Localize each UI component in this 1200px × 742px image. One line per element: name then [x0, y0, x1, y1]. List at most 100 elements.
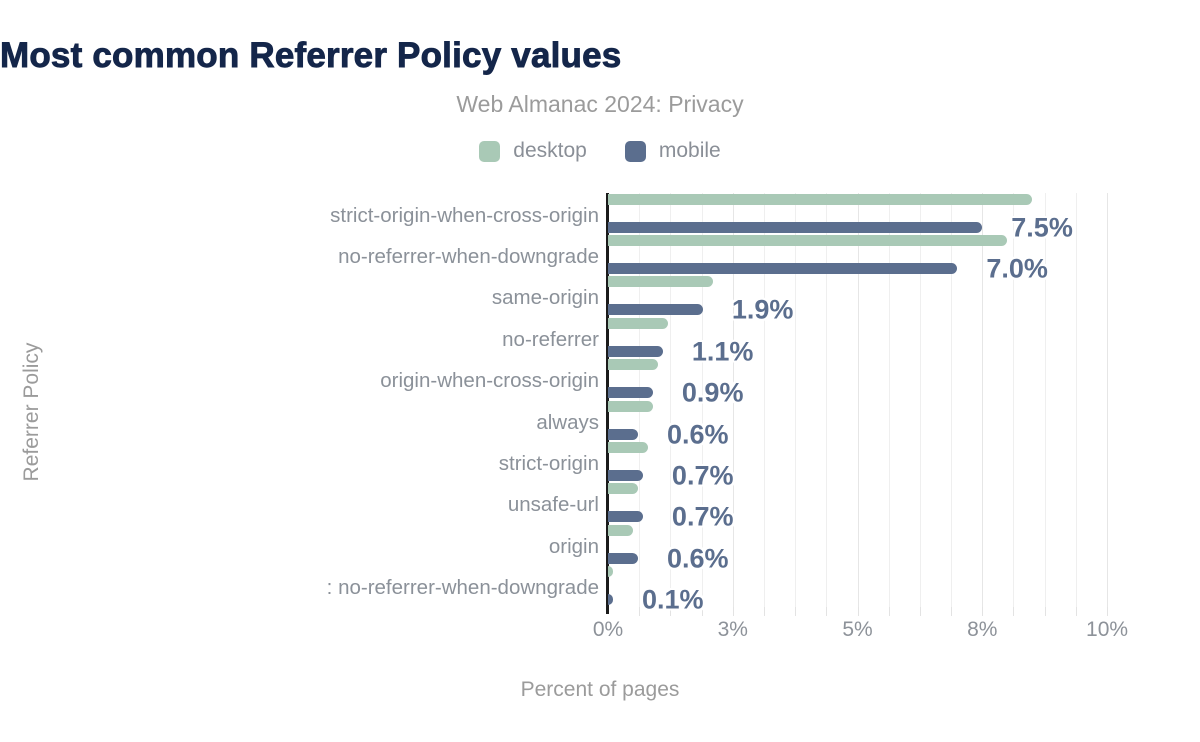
gridline	[701, 193, 703, 607]
desktop-bar	[608, 566, 613, 578]
legend-label-mobile: mobile	[658, 139, 721, 162]
mobile-bar	[608, 552, 638, 564]
axis-tick	[701, 607, 703, 616]
data-label: 0.9%	[681, 377, 744, 408]
category-label: no-referrer	[502, 327, 599, 351]
gridline	[1107, 193, 1109, 607]
mobile-bar	[608, 263, 958, 275]
desktop-bar	[608, 193, 1033, 205]
category-band: origin-when-cross-origin 0.9%	[380, 359, 1132, 408]
desktop-bar	[608, 359, 658, 371]
mobile-bar	[608, 470, 643, 482]
gridline	[857, 193, 859, 607]
mobile-bar	[608, 345, 663, 357]
legend: desktop mobile	[0, 139, 1200, 163]
axis-tick	[732, 607, 734, 616]
x-tick-label: 3%	[717, 618, 748, 641]
plot-area: strict-origin-when-cross-origin 7.5% no-re…	[327, 193, 1132, 641]
axis-tick	[763, 607, 765, 616]
desktop-bar	[608, 317, 668, 329]
category-label: no-referrer-when-downgrade	[338, 245, 599, 269]
gridline	[670, 193, 672, 607]
desktop-bar	[608, 400, 653, 412]
gridline	[639, 193, 641, 607]
gridline	[951, 193, 953, 607]
mobile-bar	[608, 221, 983, 233]
mobile-bar	[608, 428, 638, 440]
category-band: no-referrer 1.1%	[502, 317, 1132, 366]
axis-tick	[919, 607, 921, 616]
mobile-bar	[608, 387, 653, 399]
category-band: always 0.6%	[536, 400, 1132, 449]
desktop-bar	[608, 524, 633, 536]
legend-label-desktop: desktop	[513, 139, 587, 162]
gridline	[1013, 193, 1015, 607]
axis-tick	[639, 607, 641, 616]
category-band: strict-origin 0.7%	[499, 441, 1132, 491]
chart-subtitle: Web Almanac 2024: Privacy	[456, 91, 744, 117]
x-tick-label: 0%	[592, 618, 624, 641]
mobile-swatch-icon	[624, 140, 646, 162]
desktop-bar	[608, 442, 648, 454]
axis-tick	[1044, 607, 1046, 616]
category-band: same-origin 1.9%	[492, 276, 1132, 325]
category-label: always	[536, 410, 599, 434]
gridline	[888, 193, 890, 607]
axis-tick	[857, 607, 859, 616]
legend-item-desktop[interactable]: desktop	[479, 139, 587, 163]
desktop-bar	[608, 235, 1008, 247]
y-axis-line	[606, 193, 609, 614]
gridline	[795, 193, 797, 607]
category-label: strict-origin	[498, 452, 599, 476]
mobile-bar	[608, 594, 613, 606]
axis-tick	[826, 607, 828, 616]
data-label: 7.0%	[986, 253, 1048, 284]
axis-tick	[1013, 607, 1015, 616]
category-label: origin	[548, 534, 599, 558]
category-label: strict-origin-when-cross-origin	[330, 203, 599, 227]
gridline	[732, 193, 734, 607]
axis-tick	[982, 607, 984, 616]
category-label: origin-when-cross-origin	[380, 369, 599, 393]
chart-title: Most common Referrer Policy values	[0, 36, 622, 76]
mobile-bar	[608, 511, 643, 523]
data-label: 1.1%	[691, 336, 754, 367]
x-tick-label: 8%	[967, 618, 998, 641]
data-label: 0.7%	[671, 460, 734, 491]
axis-tick	[1107, 607, 1109, 616]
category-label: : no-referrer-when-downgrade	[326, 576, 599, 600]
category-band: no-referrer-when-downgrade 7.0%	[338, 234, 1132, 284]
category-label: same-origin	[491, 286, 599, 310]
x-axis-title: Percent of pages	[520, 678, 680, 701]
axis-tick	[888, 607, 890, 616]
category-band: : no-referrer-when-downgrade 0.1%	[327, 566, 1132, 615]
data-label: 0.6%	[666, 419, 729, 450]
data-label: 0.1%	[641, 584, 704, 615]
gridline	[826, 193, 828, 607]
gridline	[919, 193, 921, 607]
y-axis-title: Referrer Policy	[20, 342, 43, 482]
legend-item-mobile[interactable]: mobile	[624, 139, 721, 163]
category-band: origin 0.6%	[549, 524, 1132, 573]
data-label: 0.7%	[671, 501, 734, 532]
data-label: 1.9%	[731, 294, 794, 325]
category-band: unsafe-url 0.7%	[508, 483, 1132, 532]
gridline	[1075, 193, 1077, 607]
category-band: strict-origin-when-cross-origin 7.5%	[330, 193, 1132, 242]
mobile-bar	[608, 304, 703, 316]
data-label: 0.6%	[666, 543, 729, 574]
desktop-bar	[608, 276, 713, 288]
axis-tick	[670, 607, 672, 616]
axis-tick	[1075, 607, 1077, 616]
data-label: 7.5%	[1011, 212, 1073, 243]
gridline	[763, 193, 765, 607]
desktop-swatch-icon	[479, 140, 501, 162]
gridline	[982, 193, 984, 607]
x-tick-label: 5%	[842, 618, 873, 641]
axis-tick	[795, 607, 797, 616]
x-tick-label: 10%	[1086, 618, 1129, 641]
category-label: unsafe-url	[507, 493, 599, 517]
gridline	[1044, 193, 1046, 607]
desktop-bar	[608, 483, 638, 495]
